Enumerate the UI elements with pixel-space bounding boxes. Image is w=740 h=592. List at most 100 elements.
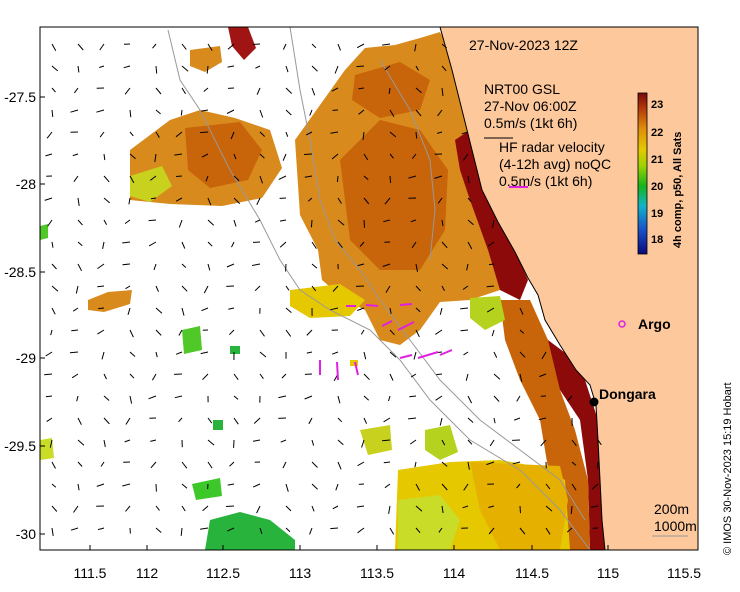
velocity-arrow: [97, 263, 105, 270]
velocity-arrow: [388, 87, 391, 94]
velocity-arrow: [51, 461, 56, 469]
velocity-arrow: [200, 351, 209, 355]
velocity-arrow: [337, 241, 343, 249]
velocity-arrow: [467, 219, 474, 226]
velocity-arrow: [149, 175, 157, 181]
velocity-arrow: [441, 505, 444, 514]
velocity-arrow: [434, 175, 443, 179]
velocity-arrow: [467, 197, 472, 203]
velocity-arrow: [129, 175, 135, 184]
land-mass: [439, 27, 698, 550]
velocity-arrow: [103, 175, 110, 183]
velocity-arrow: [304, 395, 313, 400]
velocity-arrow: [357, 527, 365, 534]
velocity-arrow: [227, 43, 235, 50]
velocity-arrow: [174, 395, 183, 399]
velocity-arrow: [128, 197, 131, 205]
velocity-arrow: [100, 461, 105, 467]
velocity-arrow: [435, 329, 443, 335]
velocity-arrow: [415, 285, 421, 292]
colorbar: 23 22 21 20 19 18 4h comp, p50, All Sats: [637, 92, 684, 255]
velocity-arrow: [155, 109, 161, 115]
velocity-arrow: [77, 43, 84, 51]
velocity-arrow: [309, 527, 313, 535]
gsl-title: NRT00 GSL: [484, 81, 560, 97]
velocity-arrow: [487, 241, 495, 247]
velocity-arrow: [567, 395, 573, 402]
velocity-arrow: [259, 329, 265, 337]
x-tick-label: 114: [443, 565, 466, 581]
velocity-arrow: [285, 505, 292, 512]
x-tick-label: 112: [136, 565, 159, 581]
velocity-arrow: [389, 307, 392, 314]
velocity-arrow: [358, 109, 365, 115]
velocity-arrow: [155, 285, 159, 292]
velocity-arrow: [438, 527, 443, 533]
velocity-arrow: [415, 329, 420, 338]
velocity-arrow: [519, 373, 523, 382]
velocity-arrow: [566, 527, 573, 533]
velocity-arrow: [413, 351, 417, 360]
colorbar-tick: 18: [651, 234, 663, 246]
velocity-arrow: [51, 505, 58, 512]
velocity-arrow: [356, 43, 365, 49]
velocity-arrow: [571, 483, 577, 491]
velocity-arrow: [282, 153, 287, 161]
velocity-arrow: [46, 417, 53, 423]
velocity-arrow: [415, 87, 422, 94]
velocity-arrow: [125, 417, 131, 425]
velocity-arrow: [467, 175, 470, 184]
velocity-arrow: [124, 219, 131, 225]
velocity-arrows: [44, 43, 602, 536]
velocity-arrow: [122, 483, 131, 487]
velocity-arrow: [51, 43, 57, 52]
velocity-arrow: [51, 527, 54, 536]
velocity-arrow: [252, 483, 261, 488]
velocity-arrow: [363, 219, 365, 228]
x-axis: 111.5 112 112.5 113 113.5 114 114.5 115 …: [74, 565, 702, 581]
velocity-arrow: [77, 65, 80, 73]
velocity-arrow: [47, 219, 53, 227]
velocity-arrow: [45, 153, 53, 157]
velocity-arrow: [44, 197, 53, 201]
velocity-arrow: [409, 439, 417, 445]
velocity-arrow: [384, 483, 391, 489]
velocity-arrow: [154, 153, 157, 162]
velocity-arrow: [460, 329, 469, 332]
velocity-arrow: [256, 505, 261, 514]
velocity-arrow: [226, 109, 235, 114]
velocity-arrow: [383, 219, 391, 223]
velocity-arrow: [441, 263, 449, 270]
velocity-arrow: [309, 109, 313, 116]
velocity-arrow: [305, 131, 313, 136]
velocity-arrow: [254, 219, 261, 223]
velocity-arrow: [389, 175, 392, 183]
velocity-arrow: [227, 65, 235, 68]
velocity-arrow: [331, 153, 339, 160]
velocity-arrow: [307, 197, 313, 202]
velocity-arrow: [44, 373, 53, 376]
velocity-arrow: [228, 307, 235, 310]
gsl-scale-label: 0.5m/s (1kt 6h): [484, 115, 577, 131]
velocity-arrow: [389, 109, 395, 117]
velocity-arrow: [180, 527, 183, 536]
y-axis: -27.5 -28 -28.5 -29 -29.5 -30: [4, 89, 36, 542]
velocity-arrow: [280, 439, 287, 443]
velocity-arrow: [389, 153, 394, 159]
velocity-arrow: [96, 483, 105, 487]
velocity-arrow: [181, 43, 187, 50]
y-tick-label: -28: [16, 176, 36, 192]
velocity-arrow: [437, 197, 443, 204]
velocity-arrow: [486, 285, 495, 288]
velocity-arrow: [207, 219, 215, 226]
colorbar-tick: 20: [651, 181, 663, 193]
velocity-arrow: [199, 131, 209, 134]
velocity-arrow: [227, 483, 235, 486]
velocity-arrow: [363, 417, 368, 424]
velocity-arrow: [155, 505, 160, 511]
velocity-arrow: [233, 373, 239, 380]
velocity-arrow: [311, 65, 318, 72]
velocity-arrow: [538, 417, 547, 421]
velocity-arrow: [207, 439, 215, 446]
velocity-arrow: [148, 395, 157, 400]
